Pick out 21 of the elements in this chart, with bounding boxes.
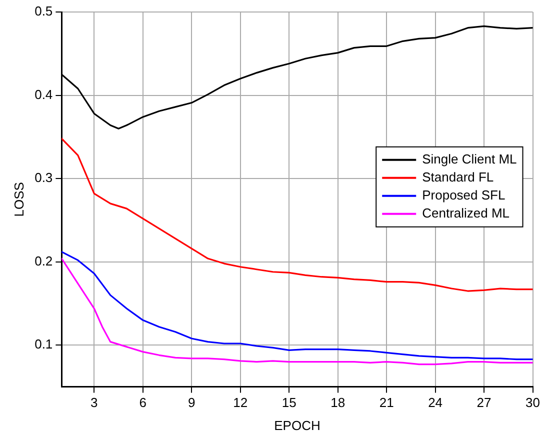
x-tick-label: 6 (139, 395, 147, 410)
x-tick-label: 3 (90, 395, 98, 410)
legend-label: Single Client ML (422, 152, 517, 167)
x-axis-title: EPOCH (274, 418, 320, 433)
x-tick-label: 12 (233, 395, 248, 410)
x-tick-label: 30 (526, 395, 540, 410)
x-tick-label: 18 (330, 395, 346, 410)
y-tick-label: 0.5 (34, 4, 53, 19)
x-tick-label: 27 (476, 395, 492, 410)
y-axis-title: LOSS (11, 182, 26, 217)
legend-label: Standard FL (422, 170, 494, 185)
legend-label: Centralized ML (422, 206, 510, 221)
y-tick-label: 0.1 (34, 336, 53, 352)
x-tick-label: 9 (188, 395, 196, 410)
y-tick-label: 0.4 (34, 86, 53, 102)
x-tick-label: 24 (428, 395, 443, 410)
legend-label: Proposed SFL (422, 188, 506, 203)
x-tick-label: 15 (282, 395, 296, 410)
x-tick-label: 21 (379, 395, 394, 410)
y-tick-label: 0.3 (34, 170, 53, 186)
y-tick-label: 0.2 (34, 253, 53, 268)
